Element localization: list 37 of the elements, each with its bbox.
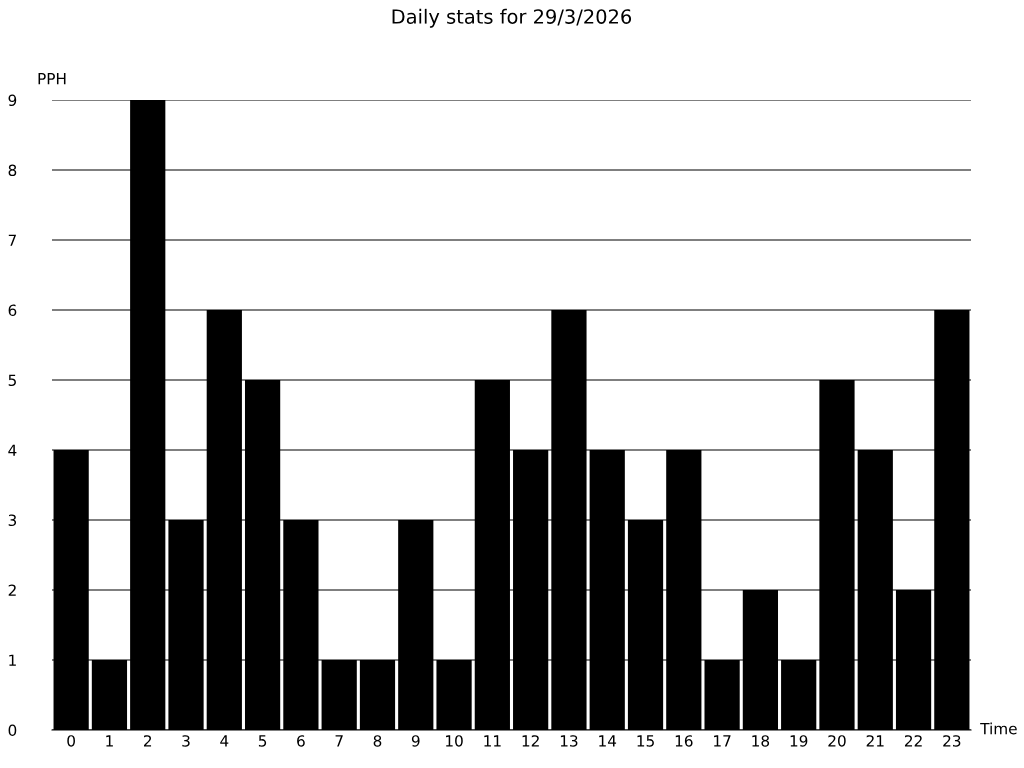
x-tick-label: 4 bbox=[220, 735, 229, 747]
y-tick-label: 0 bbox=[8, 724, 17, 737]
x-tick-label: 9 bbox=[411, 735, 420, 747]
x-tick-label: 12 bbox=[522, 735, 539, 747]
chart-title: Daily stats for 29/3/2026 bbox=[392, 8, 632, 28]
y-tick-label: 2 bbox=[8, 584, 16, 596]
x-tick-label: 11 bbox=[484, 735, 501, 747]
y-tick-label: 4 bbox=[8, 444, 17, 456]
x-tick-label: 0 bbox=[67, 735, 75, 747]
x-tick-label: 7 bbox=[335, 735, 343, 747]
x-tick-label: 23 bbox=[943, 735, 961, 747]
x-tick-label: 10 bbox=[446, 735, 463, 747]
y-tick-label: 1 bbox=[9, 654, 16, 666]
y-tick-label: 7 bbox=[8, 234, 16, 246]
y-tick-label: 3 bbox=[8, 514, 17, 527]
x-tick-label: 19 bbox=[790, 735, 808, 747]
x-tick-label: 18 bbox=[752, 735, 770, 747]
x-tick-label: 20 bbox=[828, 735, 846, 747]
x-tick-label: 8 bbox=[373, 735, 382, 747]
x-tick-label: 3 bbox=[182, 735, 190, 747]
y-tick-label: 5 bbox=[8, 374, 16, 387]
y-tick-label: 6 bbox=[8, 304, 17, 317]
y-axis-title: PPH bbox=[38, 73, 66, 85]
x-axis-title: Time bbox=[980, 722, 1017, 735]
x-tick-label: 15 bbox=[637, 735, 654, 747]
x-tick-label: 21 bbox=[866, 735, 884, 747]
x-tick-label: 2 bbox=[143, 735, 152, 747]
x-tick-label: 14 bbox=[599, 735, 617, 747]
x-tick-label: 5 bbox=[258, 735, 267, 747]
x-tick-label: 17 bbox=[714, 735, 731, 747]
y-tick-label: 9 bbox=[8, 94, 17, 107]
x-tick-label: 6 bbox=[297, 735, 305, 747]
x-tick-label: 22 bbox=[904, 735, 922, 747]
x-tick-label: 13 bbox=[560, 735, 578, 747]
y-tick-label: 8 bbox=[8, 164, 17, 177]
x-tick-label: 16 bbox=[675, 735, 693, 747]
x-tick-label: 1 bbox=[106, 735, 113, 747]
